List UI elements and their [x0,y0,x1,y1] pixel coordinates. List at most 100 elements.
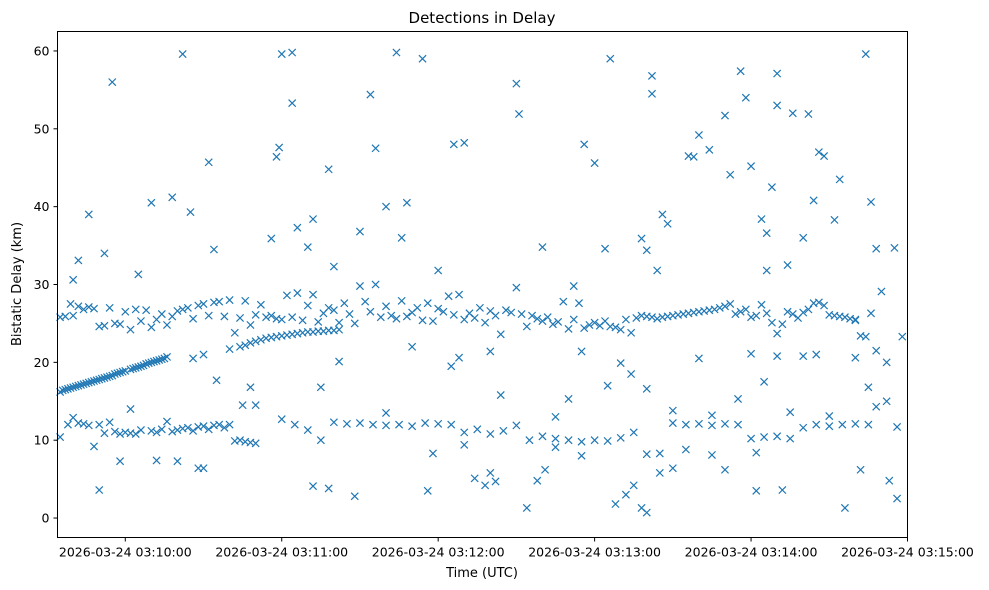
data-point [861,50,870,59]
data-point [642,450,651,459]
data-point [621,490,630,499]
data-point [186,208,195,217]
y-tick-label: 10 [34,433,50,448]
data-point [564,436,573,445]
x-tick-label: 2026-03-24 03:10:00 [59,545,192,560]
data-point [100,373,109,382]
data-point [408,342,417,351]
data-point [246,320,255,330]
data-point [760,377,769,386]
data-point [512,283,521,292]
data-point [481,481,490,490]
data-point [747,313,756,322]
data-point [212,376,221,385]
data-point [324,303,333,312]
data-point [97,374,106,383]
data-point [538,243,547,252]
data-point [308,215,318,224]
data-point [110,427,119,436]
data-point [87,377,96,386]
data-point [882,397,891,406]
data-point [303,243,312,252]
data-point [355,282,364,291]
data-point [126,365,135,374]
data-point [460,315,469,324]
data-point [178,305,187,314]
data-point [251,337,260,346]
data-point [522,503,531,512]
data-point [658,210,667,219]
data-point [89,304,99,313]
data-point [814,298,823,307]
data-point [251,401,260,410]
data-point [731,310,740,319]
x-tick-label: 2026-03-24 03:14:00 [685,545,818,560]
data-point [152,356,161,365]
y-tick-label: 40 [34,199,50,214]
data-point [238,401,247,410]
data-point [423,486,432,495]
data-point [225,420,234,429]
data-point [189,354,198,363]
data-point [220,423,229,432]
data-point [720,111,730,120]
data-point [371,144,380,153]
data-point [142,306,151,315]
data-point [204,311,213,320]
y-axis-label: Bistatic Delay (km) [10,222,25,346]
data-point [707,411,716,420]
data-point [149,357,158,366]
x-tick-label: 2026-03-24 03:13:00 [528,545,661,560]
data-point [340,299,349,308]
data-point [134,270,143,279]
data-point [303,301,312,310]
data-point [603,381,612,390]
data-point [499,426,508,435]
data-point [131,363,140,372]
data-point [74,256,83,265]
data-point [533,314,542,323]
data-point [864,420,873,429]
data-point [447,362,456,371]
y-axis: 0 10 20 30 40 50 60 [34,43,58,526]
data-point [653,314,662,323]
data-point [63,420,72,429]
data-point [173,426,182,435]
data-point [726,170,735,179]
data-point [475,303,484,312]
data-point [290,420,299,429]
data-point [58,386,67,395]
data-point [741,93,750,102]
data-point [851,316,860,325]
data-point [121,366,130,375]
data-point [866,309,876,318]
data-point [541,465,550,474]
data-point [470,313,479,322]
data-point [121,307,130,316]
data-point [366,90,375,99]
data-point [288,48,297,57]
data-point [147,426,156,435]
data-point [585,320,594,330]
data-point [460,138,469,147]
data-point [486,429,495,438]
data-point [694,131,703,140]
data-point [89,442,99,451]
data-point [434,266,443,275]
data-point [134,362,143,372]
data-point [95,485,104,495]
data-point [856,465,865,474]
data-point [105,418,114,427]
data-point [851,353,860,362]
data-point [251,310,260,319]
data-point [773,432,782,441]
data-point [767,183,776,192]
data-point [335,325,344,334]
data-point [108,78,117,87]
data-point [402,312,411,321]
data-point [303,426,312,435]
data-point [423,299,432,308]
data-point [653,266,662,275]
data-point [329,306,338,315]
data-point [590,318,599,327]
